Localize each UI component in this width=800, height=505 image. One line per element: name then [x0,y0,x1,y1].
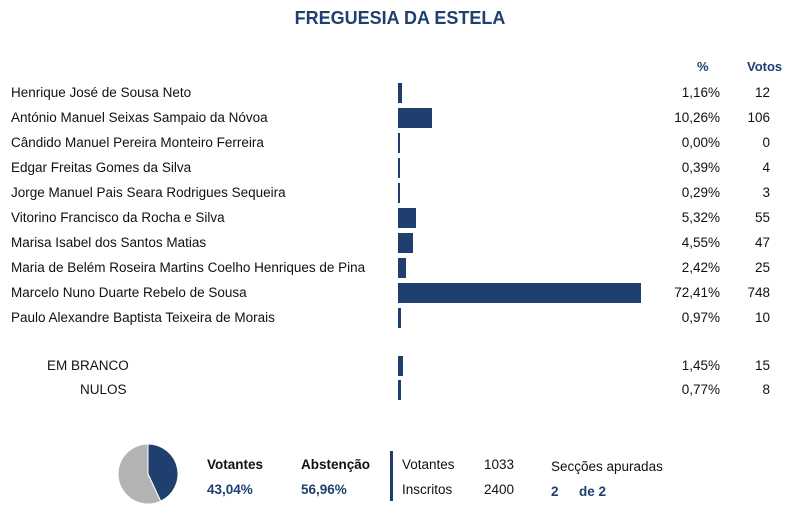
votantes-percent: 43,04% [207,482,253,497]
candidate-name: Maria de Belém Roseira Martins Coelho He… [11,259,366,275]
inscritos-label: Inscritos [402,482,453,497]
extra-votes: 8 [762,382,770,397]
candidate-name: António Manuel Seixas Sampaio da Nóvoa [11,109,268,125]
pie-slice [117,443,162,505]
extra-bar [398,356,403,376]
candidate-percent: 72,41% [674,284,720,300]
candidate-percent: 2,42% [681,259,720,275]
seccoes-total: de 2 [579,484,607,499]
candidate-name: Marisa Isabel dos Santos Matias [11,234,207,250]
candidate-percent: 4,55% [681,234,720,250]
candidate-votes: 55 [754,209,770,225]
page-title: FREGUESIA DA ESTELA [294,8,506,28]
pct-column-header: % [697,59,709,74]
extra-percent: 0,77% [681,382,720,397]
candidate-percent: 0,39% [681,159,720,175]
extra-bar [398,380,401,400]
summary-divider [390,451,393,501]
candidate-percent: 5,32% [681,209,720,225]
candidate-bar [398,182,400,203]
candidate-votes: 25 [754,259,770,275]
candidate-bar [398,157,400,178]
candidate-votes: 4 [762,159,770,175]
candidate-percent: 0,97% [681,309,720,325]
extra-label: NULOS [80,382,127,397]
votes-column-header: Votos [747,59,783,74]
candidate-bar [398,207,416,228]
candidate-name: Paulo Alexandre Baptista Teixeira de Mor… [11,309,275,325]
abstencao-percent: 56,96% [301,482,347,497]
votantes-label: Votantes [207,457,264,472]
candidate-votes: 47 [754,234,770,250]
candidate-votes: 0 [762,134,770,150]
inscritos-count: 2400 [484,482,515,497]
candidate-percent: 10,26% [674,109,720,125]
votantes-count-label: Votantes [402,457,455,472]
candidate-name: Henrique José de Sousa Neto [11,85,192,100]
extra-label: EM BRANCO [47,358,129,373]
candidate-name: Vitorino Francisco da Rocha e Silva [11,209,225,225]
candidate-bar [398,132,400,153]
turnout-pie-chart [117,443,179,505]
candidate-bar [398,83,402,103]
candidate-bar [398,257,407,278]
seccoes-done: 2 [551,484,559,499]
seccoes-label: Secções apuradas [551,459,663,474]
candidate-bar [398,107,433,128]
candidate-bar [398,282,641,303]
candidate-bar [398,232,414,253]
candidate-percent: 1,16% [681,85,720,100]
candidate-name: Jorge Manuel Pais Seara Rodrigues Sequei… [11,184,286,200]
candidate-name: Marcelo Nuno Duarte Rebelo de Sousa [11,284,247,300]
candidate-percent: 0,00% [681,134,720,150]
candidate-percent: 0,29% [681,184,720,200]
candidate-votes: 3 [762,184,770,200]
candidate-votes: 10 [754,309,770,325]
abstencao-label: Abstenção [301,457,371,472]
votantes-count: 1033 [484,457,515,472]
extra-percent: 1,45% [681,358,720,373]
candidate-votes: 748 [747,284,770,300]
extra-votes: 15 [754,358,770,373]
pie-slice [147,443,179,502]
candidate-name: Cândido Manuel Pereira Monteiro Ferreira [11,134,264,150]
candidate-votes: 12 [754,85,770,100]
candidate-name: Edgar Freitas Gomes da Silva [11,159,192,175]
candidate-bar [398,307,402,328]
candidate-votes: 106 [747,109,770,125]
